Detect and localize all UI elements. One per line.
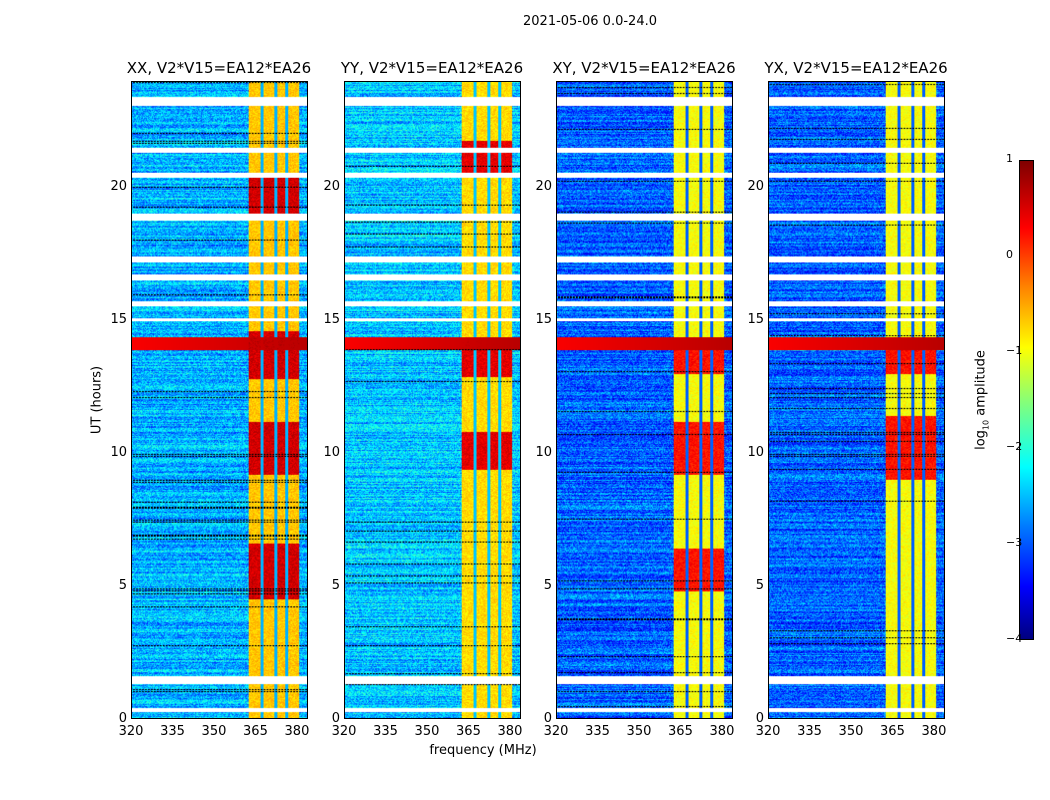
x-tick-label: 350 (626, 724, 652, 739)
x-axis-label: frequency (MHz) (429, 743, 537, 758)
x-tick-label: 335 (585, 724, 610, 739)
y-tick-label: 15 (747, 312, 764, 328)
y-tick-label: 10 (110, 445, 127, 461)
x-tick-label: 365 (880, 724, 905, 739)
x-tick-label: 365 (668, 724, 693, 739)
heatmap-cells (557, 82, 732, 718)
y-tick-label: 20 (535, 179, 552, 195)
y-tick-label: 20 (747, 179, 764, 195)
x-tick-label: 320 (331, 724, 357, 739)
y-tick-label: 5 (543, 578, 552, 594)
y-tick-label: 10 (323, 445, 340, 461)
y-tick-label: 15 (110, 312, 127, 328)
y-tick-label: 10 (747, 445, 764, 461)
y-tick-label: 5 (118, 578, 127, 594)
x-tick-label: 380 (497, 724, 523, 739)
x-tick-label: 350 (414, 724, 440, 739)
y-tick-label: 5 (755, 578, 764, 594)
colorbar-tick-label: 1 (1006, 152, 1013, 165)
colorbar-tick-label: −4 (1006, 632, 1023, 645)
x-tick-label: 380 (709, 724, 735, 739)
y-tick-label: 0 (755, 711, 764, 726)
x-tick-label: 365 (243, 724, 268, 739)
y-axis-label: UT (hours) (89, 365, 105, 435)
x-tick-label: 320 (118, 724, 144, 739)
panel-title: YX, V2*V15=EA12*EA26 (764, 59, 948, 77)
x-tick-label: 320 (755, 724, 781, 739)
y-tick-label: 0 (331, 711, 340, 726)
figure-title: 2021-05-06 0.0-24.0 (523, 14, 657, 29)
x-tick-label: 335 (373, 724, 398, 739)
x-tick-label: 350 (838, 724, 864, 739)
x-tick-label: 380 (921, 724, 947, 739)
colorbar-tick-label: −3 (1006, 536, 1023, 549)
x-tick-label: 335 (160, 724, 185, 739)
x-tick-label: 380 (284, 724, 310, 739)
x-tick-label: 320 (543, 724, 569, 739)
panel-title: XX, V2*V15=EA12*EA26 (126, 59, 312, 77)
colorbar-label: log10 amplitude (973, 350, 991, 450)
heatmap-panel (768, 81, 945, 719)
heatmap-panel (556, 81, 733, 719)
heatmap-panel (131, 81, 308, 719)
colorbar-tick-label: −1 (1006, 344, 1023, 357)
y-tick-label: 0 (543, 711, 552, 726)
heatmap-panel (344, 81, 521, 719)
y-tick-label: 15 (535, 312, 552, 328)
colorbar-tick-label: −2 (1006, 440, 1023, 453)
y-tick-label: 10 (535, 445, 552, 461)
panel-title: XY, V2*V15=EA12*EA26 (552, 59, 736, 77)
y-tick-label: 20 (323, 179, 340, 195)
colorbar-tick-label: 0 (1006, 248, 1013, 261)
heatmap-cells (132, 82, 307, 718)
x-tick-label: 365 (456, 724, 481, 739)
heatmap-cells (345, 82, 520, 718)
x-tick-label: 350 (201, 724, 227, 739)
y-tick-label: 5 (331, 578, 340, 594)
y-tick-label: 15 (323, 312, 340, 328)
colorbar (1019, 160, 1034, 640)
x-tick-label: 335 (797, 724, 822, 739)
heatmap-cells (769, 82, 944, 718)
panel-title: YY, V2*V15=EA12*EA26 (340, 59, 524, 77)
y-tick-label: 20 (110, 179, 127, 195)
y-tick-label: 0 (118, 711, 127, 726)
